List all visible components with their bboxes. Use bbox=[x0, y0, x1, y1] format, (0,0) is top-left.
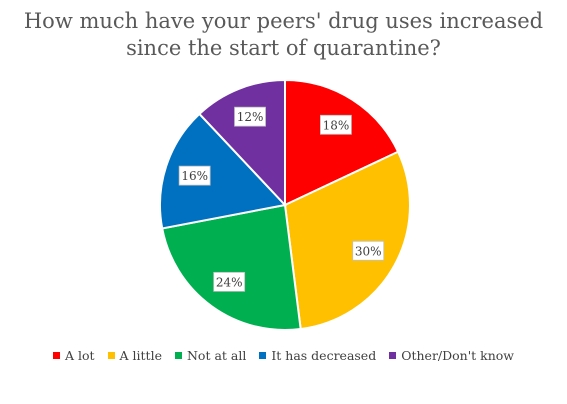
legend-item-it-has-decreased: It has decreased bbox=[259, 348, 376, 363]
legend-swatch bbox=[52, 352, 60, 359]
legend-item-a-lot: A lot bbox=[52, 348, 95, 363]
legend-item-not-at-all: Not at all bbox=[174, 348, 247, 363]
legend-item-other-don-t-know: Other/Don't know bbox=[389, 348, 514, 363]
data-label-0: 18% bbox=[320, 114, 352, 135]
pie-slice-it-has-decreased bbox=[159, 112, 287, 230]
data-label-1: 30% bbox=[352, 240, 385, 261]
legend-label: A little bbox=[119, 348, 162, 363]
data-label-text: 16% bbox=[181, 169, 208, 183]
data-label-2: 24% bbox=[213, 271, 246, 292]
pie-slice-a-little bbox=[283, 150, 411, 331]
legend-label: A lot bbox=[64, 348, 95, 363]
legend-swatch bbox=[389, 352, 397, 359]
data-label-text: 24% bbox=[216, 275, 243, 289]
data-label-text: 30% bbox=[355, 244, 382, 258]
data-label-box bbox=[213, 271, 246, 292]
data-label-box bbox=[320, 114, 352, 135]
data-label-box bbox=[178, 165, 211, 186]
chart-title-line-1: How much have your peers' drug uses incr… bbox=[23, 9, 544, 33]
data-label-box bbox=[234, 106, 266, 127]
legend-swatch bbox=[259, 352, 267, 359]
legend-swatch bbox=[174, 352, 182, 359]
legend-label: It has decreased bbox=[271, 348, 377, 363]
data-label-3: 16% bbox=[178, 165, 211, 186]
chart-title: How much have your peers' drug uses incr… bbox=[0, 8, 567, 62]
legend-swatch bbox=[107, 352, 115, 359]
chart-title-line-2: since the start of quarantine? bbox=[126, 36, 441, 60]
legend-item-a-little: A little bbox=[107, 348, 162, 363]
legend: A lot A little Not at all It has decreased O… bbox=[0, 348, 567, 363]
data-label-box bbox=[352, 240, 385, 261]
legend-label: Not at all bbox=[186, 348, 247, 363]
pie-slice-not-at-all bbox=[161, 203, 302, 331]
data-label-text: 12% bbox=[237, 110, 264, 124]
legend-label: Other/Don't know bbox=[401, 348, 515, 363]
data-label-4: 12% bbox=[234, 106, 266, 127]
pie-slice-a-lot bbox=[284, 78, 400, 207]
data-label-text: 18% bbox=[323, 118, 350, 132]
